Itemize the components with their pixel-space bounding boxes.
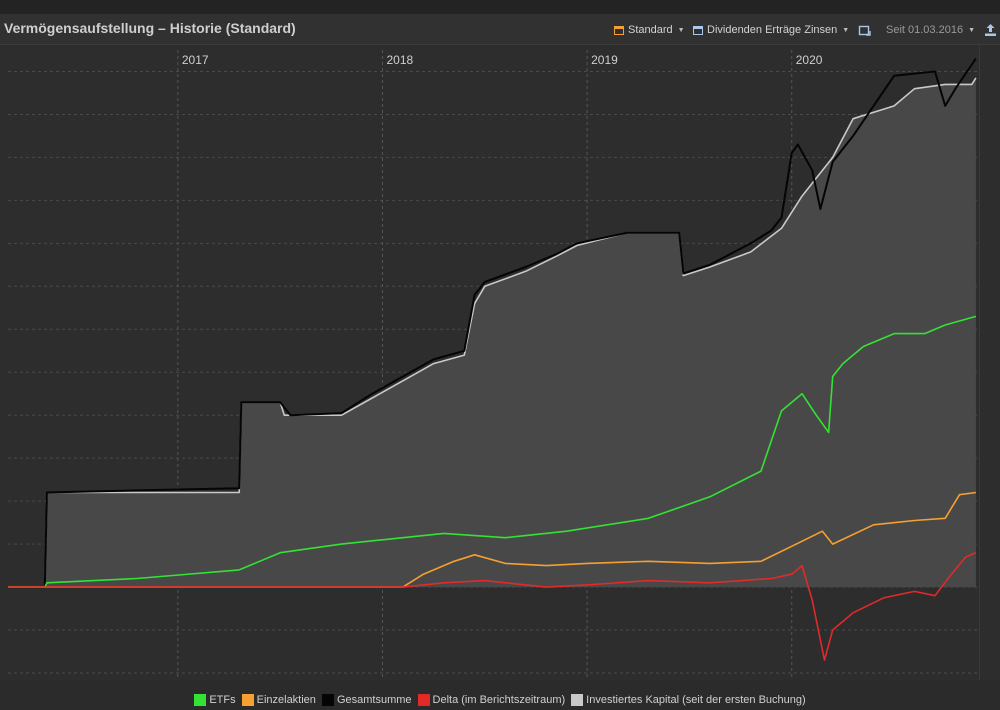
refresh-button[interactable] [858, 22, 871, 38]
legend-label: Delta (im Berichtszeitraum) [432, 694, 566, 706]
x-tick-label: 2018 [386, 53, 413, 67]
legend-label: Gesamtsumme [336, 694, 412, 706]
series-line-einzelaktien [8, 491, 977, 588]
since-label: Seit 01.03.2016 [886, 24, 964, 36]
standard-label: Standard [628, 24, 673, 36]
export-button[interactable] [984, 22, 997, 38]
chart-header: Vermögensaufstellung – Historie (Standar… [0, 14, 1000, 45]
chevron-down-icon: ▼ [968, 26, 976, 34]
invested-capital-fill [8, 77, 976, 588]
legend-label: Investiertes Kapital (seit der ersten Bu… [586, 694, 806, 706]
legend-item[interactable]: Einzelaktien [241, 694, 316, 706]
standard-dropdown[interactable]: Standard ▼ [614, 22, 685, 38]
legend-swatch [321, 694, 334, 706]
legend-item[interactable]: Delta (im Berichtszeitraum) [417, 694, 566, 706]
legend-item[interactable]: Investiertes Kapital (seit der ersten Bu… [571, 694, 806, 706]
export-icon [985, 24, 996, 36]
legend-swatch [417, 694, 430, 706]
right-scrollbar[interactable] [979, 45, 1000, 680]
refresh-icon [858, 25, 871, 36]
x-tick-label: 2019 [591, 53, 618, 67]
legend-swatch [571, 694, 584, 706]
legend-item[interactable]: ETFs [194, 694, 236, 706]
legend: ETFs Einzelaktien Gesamtsumme Delta (im Ber… [0, 692, 1000, 708]
series-line-delta [8, 551, 977, 661]
dividends-dropdown[interactable]: Dividenden Erträge Zinsen ▼ [693, 22, 849, 38]
x-axis-ticks: 2017 2018 2019 2020 [182, 53, 823, 67]
chevron-down-icon: ▼ [677, 26, 685, 34]
legend-item[interactable]: Gesamtsumme [321, 694, 412, 706]
dividends-label: Dividenden Erträge Zinsen [707, 24, 838, 36]
top-strip [0, 0, 1000, 14]
legend-swatch [241, 694, 254, 706]
x-tick-label: 2017 [182, 53, 209, 67]
square-calendar-icon [614, 25, 624, 35]
x-tick-label: 2020 [796, 53, 823, 67]
series-lines [8, 58, 977, 661]
page-title: Vermögensaufstellung – Historie (Standar… [4, 20, 296, 36]
invested-capital-area [8, 77, 976, 588]
chevron-down-icon: ▼ [842, 26, 850, 34]
legend-swatch [194, 694, 207, 706]
legend-label: ETFs [209, 694, 236, 706]
series-line-gesamtsumme [8, 58, 977, 589]
legend-label: Einzelaktien [256, 694, 316, 706]
series-line-etfs [8, 315, 977, 588]
history-chart: 2017 2018 2019 2020 [0, 45, 980, 680]
since-dropdown[interactable]: Seit 01.03.2016 ▼ [886, 22, 975, 38]
square-calendar-icon [693, 25, 703, 35]
